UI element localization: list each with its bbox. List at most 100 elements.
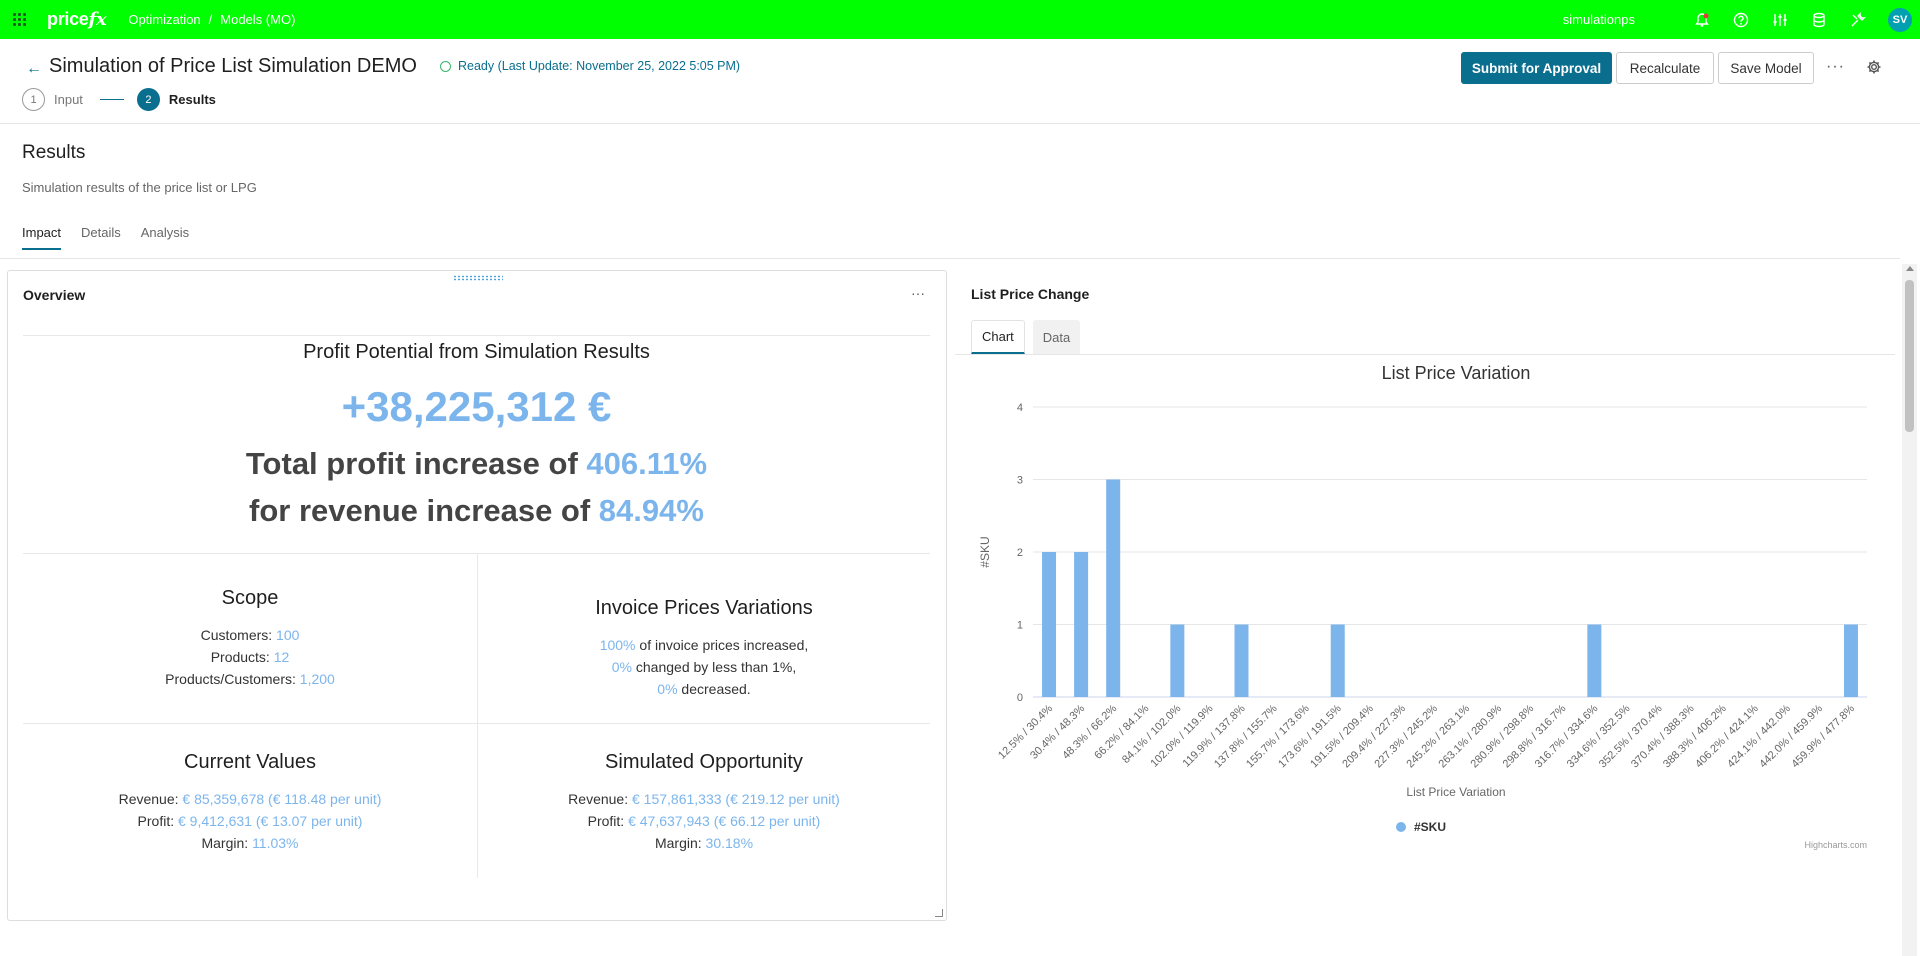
changed-text: changed by less than 1%, [632,659,797,675]
breadcrumb-separator: / [208,12,213,27]
current-margin-label: Margin: [201,835,253,851]
back-arrow-icon[interactable]: ← [26,60,42,77]
profit-potential-title: Profit Potential from Simulation Results [303,341,650,363]
current-values-title: Current Values [184,751,316,773]
step-connector [99,99,124,100]
current-values-block: Current Values Revenue: € 85,359,678 (€ … [23,751,477,854]
products-value: 12 [273,649,290,665]
bar [1106,479,1121,697]
page-title: Simulation of Price List Simulation DEMO [49,55,417,77]
resize-handle-icon[interactable] [935,909,943,917]
profit-potential-value: +38,225,312 € [341,383,612,430]
current-margin-value: 11.03% [252,835,299,851]
simulated-opportunity-title: Simulated Opportunity [605,751,803,773]
tab-chart[interactable]: Chart [971,320,1025,354]
header-divider [0,123,1920,124]
simulated-profit-value: € 47,637,943 (€ 66.12 per unit) [628,813,821,829]
save-model-button[interactable]: Save Model [1718,52,1814,84]
list-price-variation-chart: List Price Variation 0 1 2 3 4 #SKU 12.5% / 30.… [978,363,1867,850]
step-input-number[interactable]: 1 [22,88,45,111]
database-icon[interactable] [1810,11,1828,29]
profit-increase-value: 406.11% [586,446,708,481]
user-name[interactable]: simulationps [1562,12,1635,27]
scrollbar-track[interactable] [1902,264,1917,956]
tab-analysis[interactable]: Analysis [140,225,190,240]
overview-panel: Overview ··· Profit Potential from Simul… [7,270,947,921]
overview-vertical-divider [477,553,478,878]
top-bar: pricefx Optimization / Models (MO) simul… [0,0,1920,39]
revenue-increase-line: for revenue increase of 84.94% [23,493,930,529]
invoice-variations-title: Invoice Prices Variations [595,597,813,619]
sliders-icon[interactable] [1771,11,1789,29]
products-label: Products: [210,649,274,665]
changed-value: 0% [611,659,632,675]
tab-impact[interactable]: Impact [22,225,62,250]
revenue-increase-value: 84.94% [598,493,704,528]
status-text: Ready (Last Update: November 25, 2022 5:… [458,59,741,73]
chart-tabs: Chart Data [971,320,1081,354]
bar [1170,624,1185,697]
more-actions-icon[interactable]: ··· [1826,58,1845,75]
current-revenue-value: € 85,359,678 (€ 118.48 per unit) [182,791,382,807]
current-revenue-label: Revenue: [118,791,183,807]
gear-icon[interactable] [1866,59,1882,75]
step-input-label[interactable]: Input [54,92,83,107]
legend-label: #SKU [1414,820,1446,834]
y-tick-label: 0 [1017,692,1023,704]
tools-icon[interactable] [1849,11,1867,29]
tab-details[interactable]: Details [81,225,121,240]
tab-data[interactable]: Data [1032,320,1081,354]
submit-for-approval-button[interactable]: Submit for Approval [1461,52,1612,84]
breadcrumb-models[interactable]: Models (MO) [220,12,296,27]
chart-title: List Price Variation [1382,363,1531,383]
recalculate-button[interactable]: Recalculate [1616,52,1714,84]
increased-value: 100% [599,637,636,653]
simulated-margin-value: 30.18% [705,835,754,851]
y-tick-label: 1 [1017,620,1023,632]
status-badge: Ready (Last Update: November 25, 2022 5:… [440,59,740,73]
breadcrumb: Optimization / Models (MO) [128,12,295,27]
drag-handle-icon[interactable] [453,275,503,281]
simulated-profit-label: Profit: [587,813,629,829]
customers-value: 100 [276,627,300,643]
x-axis-label: List Price Variation [1406,785,1505,799]
scope-title: Scope [221,587,279,609]
simulated-revenue-label: Revenue: [568,791,632,807]
scrollbar-thumb[interactable] [1905,280,1914,432]
results-tabs: Impact Details Analysis [22,225,189,250]
bar [1843,624,1858,697]
increased-text: of invoice prices increased, [635,637,809,653]
logo-main: price [47,9,89,29]
tabs-divider [0,258,1900,259]
bar [1587,624,1602,697]
list-price-change-title: List Price Change [971,286,1090,302]
revenue-increase-text: for revenue increase of [249,493,599,528]
help-icon[interactable] [1732,11,1750,29]
products-customers-label: Products/Customers: [165,671,300,687]
x-tick-label: 12.5% / 30.4% [996,702,1055,761]
decreased-value: 0% [657,681,678,697]
y-tick-label: 4 [1017,402,1023,414]
avatar[interactable]: SV [1888,7,1912,32]
breadcrumb-optimization[interactable]: Optimization [128,12,201,27]
apps-grid-icon[interactable] [13,12,27,27]
products-customers-value: 1,200 [299,671,335,687]
profit-increase-line: Total profit increase of 406.11% [23,446,930,482]
scroll-up-arrow-icon[interactable] [1906,266,1914,271]
pricefx-logo[interactable]: pricefx [47,9,107,30]
simulated-margin-label: Margin: [654,835,706,851]
customers-label: Customers: [200,627,277,643]
step-results-label[interactable]: Results [168,92,216,107]
results-title: Results [22,142,86,163]
stepper: 1 Input 2 Results [22,88,216,111]
overview-divider [23,723,930,724]
overview-more-icon[interactable]: ··· [911,285,925,301]
scope-block: Scope Customers: 100 Products: 12 Produc… [23,587,477,690]
bar [1234,624,1249,697]
invoice-variations-block: Invoice Prices Variations 100% of invoic… [477,597,931,700]
current-profit-label: Profit: [137,813,178,829]
y-tick-label: 2 [1017,547,1023,559]
overview-divider [23,335,930,336]
step-results-number[interactable]: 2 [136,88,160,111]
notification-icon[interactable] [1693,11,1711,29]
